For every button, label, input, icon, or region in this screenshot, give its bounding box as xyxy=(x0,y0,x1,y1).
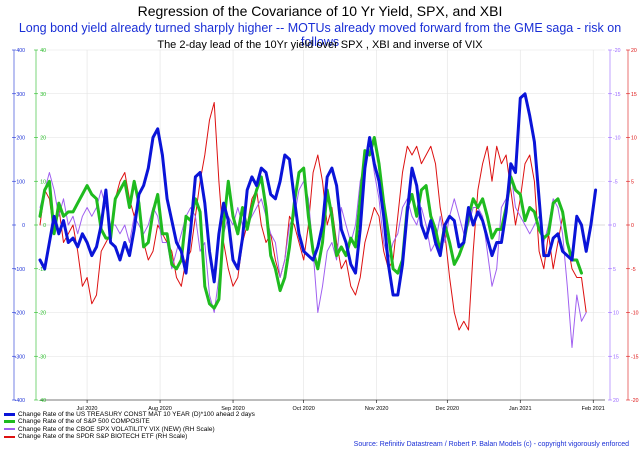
legend-item-xbi: Change Rate of the SPDR S&P BIOTECH ETF … xyxy=(4,433,255,440)
y-tick-label: 0 xyxy=(43,223,46,229)
y-tick-label: 10 xyxy=(613,311,619,317)
axes xyxy=(12,49,630,403)
y-tick-label: 0 xyxy=(631,223,634,229)
y-tick-label: 15 xyxy=(613,354,619,360)
y-tick-label: -15 xyxy=(631,354,639,360)
legend-item-yield: Change Rate of the US TREASURY CONST MAT… xyxy=(4,411,255,418)
legend-swatch-yield xyxy=(4,413,15,417)
series-lines xyxy=(38,92,598,348)
y-tick-label: 40 xyxy=(40,48,46,54)
legend-item-spx: Change Rate of the of S&P 500 COMPOSITE xyxy=(4,418,255,425)
legend-label-spx: Change Rate of the of S&P 500 COMPOSITE xyxy=(18,418,150,426)
legend-label-vix: Change Rate of the CBOE SPX VOLATILITY V… xyxy=(18,425,215,433)
y-tick-label: -20 xyxy=(613,48,621,54)
y-tick-label: 200 xyxy=(16,136,25,142)
y-tick-label: 5 xyxy=(631,179,634,185)
y-tick-label: -20 xyxy=(631,398,639,404)
y-tick-label: 400 xyxy=(16,48,25,54)
y-tick-label: -15 xyxy=(613,92,621,98)
y-tick-label: -100 xyxy=(15,267,25,273)
y-tick-label: -20 xyxy=(39,311,47,317)
y-tick-label: 30 xyxy=(40,92,46,98)
y-tick-label: -5 xyxy=(631,267,636,273)
y-tick-label: -400 xyxy=(15,398,25,404)
y-tick-label: -10 xyxy=(631,311,639,317)
y-tick-label: -40 xyxy=(39,398,47,404)
x-tick-label: Oct 2020 xyxy=(293,406,315,412)
x-tick-label: Sep 2020 xyxy=(221,406,245,412)
y-tick-label: -30 xyxy=(39,354,47,360)
y-tick-label: 100 xyxy=(16,179,25,185)
y-tick-label: 15 xyxy=(631,92,637,98)
y-tick-label: 300 xyxy=(16,92,25,98)
legend-swatch-xbi xyxy=(4,435,15,438)
x-tick-label: Aug 2020 xyxy=(148,406,172,412)
y-tick-label: 20 xyxy=(613,398,619,404)
x-tick-label: Dec 2020 xyxy=(435,406,459,412)
y-tick-label: 10 xyxy=(40,179,46,185)
y-tick-label: 0 xyxy=(613,223,616,229)
legend-swatch-spx xyxy=(4,420,15,424)
legend-label-yield: Change Rate of the US TREASURY CONST MAT… xyxy=(18,411,255,418)
legend-swatch-vix xyxy=(4,428,15,431)
y-tick-label: 20 xyxy=(40,136,46,142)
y-tick-label: 0 xyxy=(22,223,25,229)
x-tick-label: Nov 2020 xyxy=(365,406,389,412)
y-tick-label: -5 xyxy=(613,179,618,185)
x-tick-label: Jul 2020 xyxy=(77,406,98,412)
y-tick-label: -200 xyxy=(15,311,25,317)
chart-subtitle-2: The 2-day lead of the 10Yr yield over SP… xyxy=(157,39,483,51)
y-tick-label: -10 xyxy=(39,267,47,273)
tick-labels: -400-300-200-1000100200300400-40-30-20-1… xyxy=(15,48,639,412)
legend-label-xbi: Change Rate of the SPDR S&P BIOTECH ETF … xyxy=(18,432,188,440)
series-line-spx xyxy=(38,136,583,310)
x-tick-label: Feb 2021 xyxy=(582,406,605,412)
y-tick-label: -300 xyxy=(15,354,25,360)
y-tick-label: 10 xyxy=(631,136,637,142)
y-tick-label: -10 xyxy=(613,136,621,142)
y-tick-label: 5 xyxy=(613,267,616,273)
legend: Change Rate of the US TREASURY CONST MAT… xyxy=(4,411,255,440)
legend-item-vix: Change Rate of the CBOE SPX VOLATILITY V… xyxy=(4,426,255,433)
y-tick-label: 20 xyxy=(631,48,637,54)
source-note: Source: Refinitiv Datastream / Robert P.… xyxy=(353,441,629,448)
chart-title: Regression of the Covariance of 10 Yr Yi… xyxy=(137,3,503,19)
x-tick-label: Jan 2021 xyxy=(509,406,532,412)
chart-subtitle: Long bond yield already turned sharply h… xyxy=(18,21,622,49)
series-line-10yr-yield xyxy=(38,92,598,297)
